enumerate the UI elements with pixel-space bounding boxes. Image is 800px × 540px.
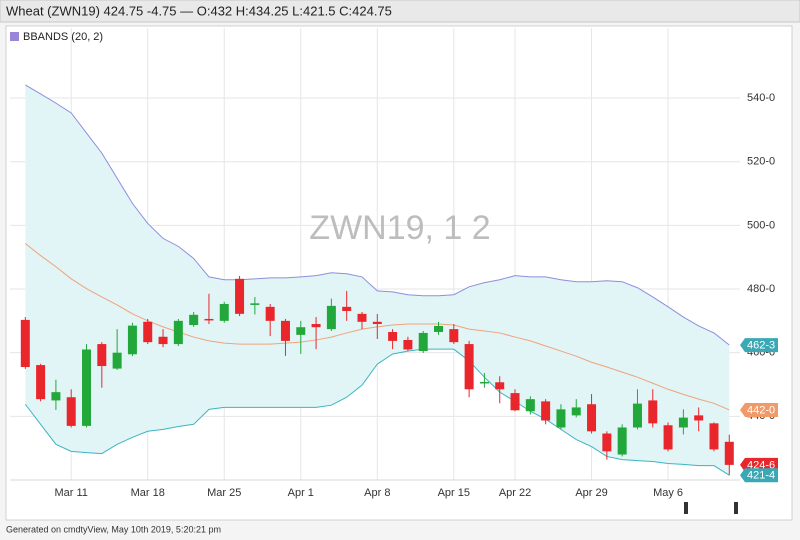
candle-body	[617, 427, 627, 455]
candle-body	[219, 303, 229, 321]
candle-body	[587, 404, 597, 432]
candle-body	[602, 433, 612, 452]
candle-body	[97, 344, 107, 367]
legend-swatch	[10, 32, 19, 41]
candle-body	[265, 306, 275, 321]
x-tick-label: May 6	[653, 487, 683, 499]
candle-body	[51, 392, 61, 401]
watermark: ZWN19, 1 2	[309, 209, 490, 247]
candle-body	[311, 324, 321, 328]
y-tick-label: 480-0	[747, 283, 775, 295]
candle-body	[189, 314, 199, 325]
x-tick-label: Apr 1	[288, 487, 314, 499]
candle-body	[20, 319, 30, 367]
candle-body	[449, 329, 459, 343]
candle-body	[464, 344, 474, 390]
candle-body	[541, 401, 551, 421]
candle-body	[571, 407, 581, 416]
y-tick-label: 500-0	[747, 219, 775, 231]
candle-body	[495, 382, 505, 390]
candle-body	[525, 399, 535, 412]
badge-label: 442-0	[747, 404, 775, 416]
candle-body	[235, 278, 245, 314]
badge	[740, 402, 778, 417]
candle-body	[709, 423, 719, 450]
y-tick-label: 540-0	[747, 92, 775, 104]
candle-body	[143, 321, 153, 343]
candle-body	[632, 403, 642, 428]
candle-body	[678, 417, 688, 428]
candle-body	[204, 318, 214, 321]
candle-body	[479, 381, 489, 384]
candle-body	[724, 441, 734, 465]
candle-body	[250, 303, 260, 305]
x-tick-label: Mar 11	[55, 487, 88, 499]
candle-body	[663, 425, 673, 450]
candle-body	[36, 365, 46, 400]
x-tick-label: Apr 29	[575, 487, 607, 499]
scroll-handle[interactable]	[684, 502, 688, 514]
candle-body	[296, 327, 306, 335]
x-tick-label: Mar 25	[207, 487, 241, 499]
candle-body	[510, 393, 520, 411]
header-bar	[0, 0, 800, 23]
x-tick-label: Apr 22	[499, 487, 531, 499]
candle-body	[82, 349, 92, 426]
x-tick-label: Mar 18	[131, 487, 165, 499]
candle-body	[694, 415, 704, 421]
badge	[740, 468, 778, 483]
candle-body	[173, 320, 183, 345]
badge-label: 421-4	[747, 470, 775, 482]
candle-body	[372, 321, 382, 325]
candle-body	[388, 331, 398, 341]
candle-body	[280, 320, 290, 341]
candle-body	[434, 325, 444, 332]
candle-body	[403, 339, 413, 350]
legend-label: BBANDS (20, 2)	[23, 31, 103, 43]
candle-body	[158, 336, 168, 345]
x-tick-label: Apr 15	[438, 487, 470, 499]
candle-body	[66, 397, 76, 426]
x-tick-label: Apr 8	[364, 487, 390, 499]
badge	[740, 338, 778, 353]
band-fill	[25, 84, 730, 476]
candle-body	[112, 352, 122, 369]
footer-text: Generated on cmdtyView, May 10th 2019, 5…	[6, 524, 221, 534]
band-lower	[24, 348, 730, 476]
scroll-handle[interactable]	[734, 502, 738, 514]
band-upper	[25, 84, 730, 346]
header-title: Wheat (ZWN19) 424.75 -4.75 — O:432 H:434…	[6, 3, 392, 18]
candle-body	[357, 313, 367, 322]
badge-label: 462-3	[747, 340, 775, 352]
candle-body	[127, 325, 137, 355]
candle-body	[648, 400, 658, 424]
candle-body	[418, 332, 428, 352]
candle-body	[326, 305, 336, 330]
candle-body	[556, 409, 566, 428]
candle-body	[342, 306, 352, 311]
y-tick-label: 520-0	[747, 156, 775, 168]
